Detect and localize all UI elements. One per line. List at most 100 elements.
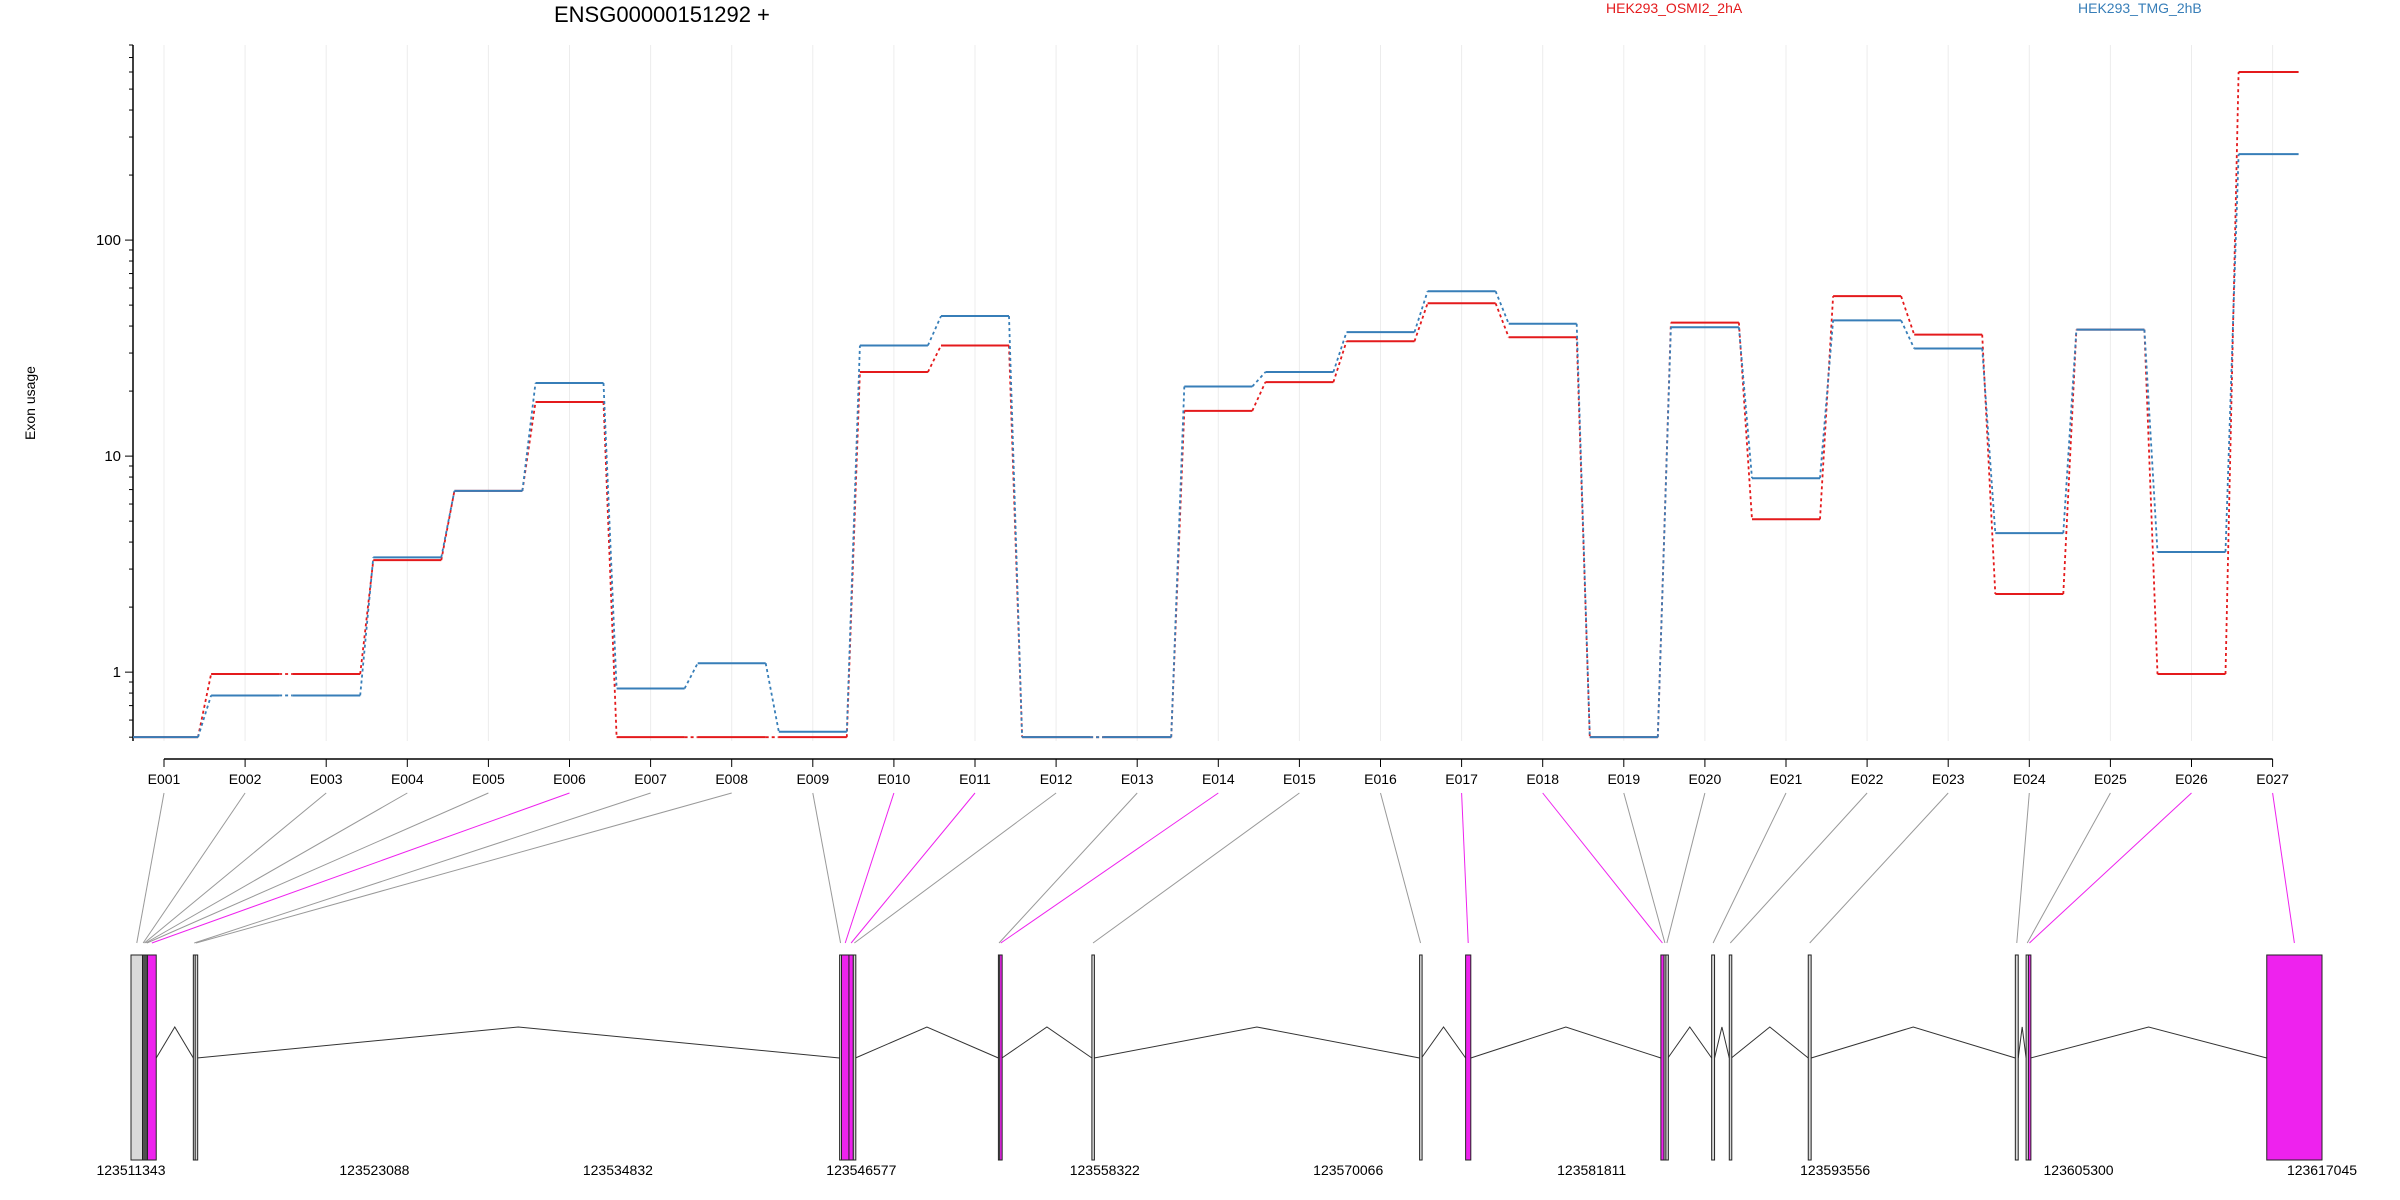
series-transition [1170,386,1186,738]
x-tick-label-e010: E010 [878,771,911,787]
series-transition [1819,296,1834,520]
exon-box-e001 [130,954,144,1161]
connector-e014 [1000,792,1219,944]
coordinate-label: 123534832 [583,1162,653,1178]
connector-e013 [998,792,1138,944]
connector-e016 [1380,792,1422,944]
x-tick-label-e007: E007 [634,771,667,787]
series-b [133,153,2299,739]
intron-line [855,1026,999,1059]
series-transition [1981,334,1997,595]
series-transition [1413,290,1429,333]
series-transition [1332,341,1348,383]
x-tick-label-e016: E016 [1364,771,1397,787]
series-transition [1494,302,1510,338]
series-transition [1738,327,1753,479]
x-tick-label-e013: E013 [1121,771,1154,787]
exon-box-e021 [1711,954,1716,1161]
series-transition [1413,302,1429,342]
series-transition [1656,327,1672,738]
x-tick-label-e027: E027 [2256,771,2289,787]
connector-e009 [812,792,842,944]
series-transition [1251,381,1267,412]
x-tick-label-e008: E008 [715,771,748,787]
series-a [133,70,2299,739]
exon-box-e012 [852,954,857,1161]
series-transition [197,695,212,738]
series-transition [1738,322,1753,520]
connector-e022 [1729,792,1868,944]
chart-title: ENSG00000151292 + [554,2,770,27]
intron-line [1811,1026,2016,1059]
series-transition [1900,319,1916,349]
series-transition [764,663,780,732]
exon-box-e026 [2027,954,2032,1161]
series-transition [1332,331,1348,373]
coordinate-label: 123558322 [1070,1162,1140,1178]
exon-box-e014 [999,954,1003,1161]
connector-e021 [1712,792,1787,944]
series-transition [927,345,942,373]
x-tick-label-e015: E015 [1283,771,1316,787]
series-transition [1575,323,1591,738]
x-tick-label-e014: E014 [1202,771,1235,787]
series-transition [2143,329,2159,553]
coordinate-label: 123593556 [1800,1162,1870,1178]
x-tick-label-e026: E026 [2175,771,2208,787]
series-transition [359,557,375,696]
exon-box-e017 [1465,954,1472,1161]
x-tick-label-e003: E003 [310,771,343,787]
series-transition [521,382,537,492]
y-tick-label: 1 [113,664,121,681]
x-tick-label-e022: E022 [1851,771,1884,787]
series-transition [359,560,375,675]
exon-box-e023 [1807,954,1812,1161]
x-tick-label-e018: E018 [1526,771,1559,787]
connector-e011 [850,792,976,944]
x-tick-label-e012: E012 [1040,771,1073,787]
series-transition [1008,316,1023,738]
intron-line [1470,1026,1662,1059]
exon-box-e015 [1091,954,1095,1161]
x-tick-label-e023: E023 [1932,771,1965,787]
connector-e018 [1542,792,1663,944]
series-transition [2224,154,2240,552]
intron-line [1714,1026,1730,1059]
x-tick-label-e005: E005 [472,771,505,787]
intron-line [2030,1026,2267,1059]
series-transition [2224,71,2240,675]
coordinate-label: 123570066 [1313,1162,1383,1178]
coordinate-label: 123546577 [826,1162,896,1178]
connector-e026 [2029,792,2192,944]
coordinate-label: 123581811 [1557,1162,1626,1178]
x-tick-label-e017: E017 [1445,771,1478,787]
legend-label-series-b: HEK293_TMG_2hB [2078,0,2202,16]
y-tick-label: 10 [104,448,121,465]
x-tick-label-e021: E021 [1770,771,1803,787]
series-transition [602,401,618,738]
series-transition [440,490,456,558]
connector-e008 [195,792,732,944]
y-tick-label: 100 [96,232,121,249]
series-transition [197,673,212,738]
exon-box-e010 [840,954,850,1161]
intron-line [1667,1026,1713,1059]
series-transition [602,382,618,689]
intron-line [1001,1026,1093,1059]
exon-box-e027 [2266,954,2323,1161]
series-transition [1819,320,1834,479]
exon-box-e006 [147,954,157,1161]
x-tick-label-e009: E009 [796,771,829,787]
connector-e010 [844,792,895,944]
series-transition [2062,329,2078,534]
connector-e017 [1461,792,1469,944]
coordinate-label: 123605300 [2044,1162,2114,1178]
intron-line [155,1026,194,1059]
series-transition [845,345,861,732]
exon-box-e016 [1419,954,1423,1161]
coordinate-label: 123523088 [339,1162,409,1178]
exon-box-e008 [194,954,199,1161]
connector-e025 [2026,792,2111,944]
x-tick-label-e024: E024 [2013,771,2046,787]
exon-box-e024 [2014,954,2019,1161]
